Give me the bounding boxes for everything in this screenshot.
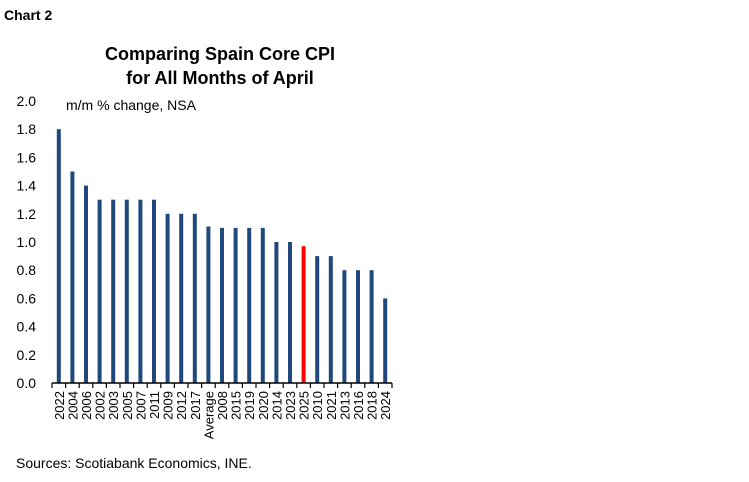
x-tick-label: 2008: [215, 391, 230, 420]
y-axis-label: m/m % change, NSA: [66, 97, 197, 113]
bar-2015: [233, 227, 238, 383]
x-tick-label: 2005: [120, 391, 135, 420]
x-tick-label: Average: [201, 391, 216, 439]
bar-2021: [328, 256, 333, 383]
bar-2022: [56, 129, 61, 383]
bar-2003: [111, 199, 116, 383]
x-tick-label: 2006: [79, 391, 94, 420]
bar-2010: [315, 256, 320, 383]
bar-2023: [288, 242, 292, 383]
x-tick-label: 2014: [269, 391, 284, 420]
chart-number-label: Chart 2: [4, 7, 52, 23]
x-tick-label: 2020: [256, 391, 271, 420]
bar-2008: [220, 227, 224, 383]
y-tick-label: 0.8: [17, 262, 37, 278]
x-tick-label: 2007: [133, 391, 148, 420]
bar-average: [206, 226, 211, 383]
bar-2024: [383, 298, 388, 383]
bar-2004: [70, 171, 75, 383]
bar-2005: [124, 199, 129, 383]
x-tick-label: 2023: [283, 391, 298, 420]
bar-2014: [274, 242, 279, 383]
x-tick-label: 2012: [174, 391, 189, 420]
y-tick-label: 1.2: [17, 206, 37, 222]
chart-title-line-1: Comparing Spain Core CPI: [105, 44, 335, 64]
x-tick-label: 2010: [310, 391, 325, 420]
y-tick-label: 0.4: [17, 319, 37, 335]
x-tick-label: 2011: [147, 391, 162, 419]
bar-2020: [260, 227, 265, 383]
y-tick-label: 0.6: [17, 290, 37, 306]
y-tick-label: 1.6: [17, 149, 37, 165]
y-tick-label: 1.0: [17, 234, 37, 250]
y-tick-label: 0.0: [17, 375, 37, 391]
bar-2012: [179, 213, 184, 383]
x-tick-label: 2018: [365, 391, 380, 420]
y-tick-label: 1.8: [17, 121, 37, 137]
x-tick-label: 2016: [351, 391, 366, 420]
bar-2011: [152, 199, 156, 383]
bar-2019: [247, 227, 252, 383]
x-tick-label: 2017: [188, 391, 203, 420]
x-tick-label: 2025: [297, 391, 312, 420]
bar-2002: [97, 199, 102, 383]
source-note: Sources: Scotiabank Economics, INE.: [16, 455, 252, 471]
bar-2025: [301, 246, 306, 383]
x-tick-label: 2009: [161, 391, 176, 420]
y-tick-label: 1.4: [17, 178, 37, 194]
x-tick-label: 2015: [229, 391, 244, 420]
bar-2016: [356, 270, 360, 383]
bar-2006: [84, 185, 88, 383]
x-tick-label: 2019: [242, 391, 257, 420]
chart-title-line-2: for All Months of April: [126, 68, 314, 88]
y-tick-label: 2.0: [17, 93, 37, 109]
x-tick-label: 2021: [324, 391, 339, 420]
bar-2007: [138, 199, 143, 383]
x-tick-label: 2024: [378, 391, 393, 420]
x-tick-label: 2004: [65, 391, 80, 420]
x-tick-label: 2003: [106, 391, 121, 420]
bar-2013: [342, 270, 347, 383]
x-tick-label: 2002: [93, 391, 108, 420]
bar-2018: [369, 270, 374, 383]
y-tick-label: 0.2: [17, 347, 37, 363]
bar-2017: [192, 213, 197, 383]
bar-2009: [165, 213, 170, 383]
x-tick-label: 2022: [52, 391, 67, 420]
x-tick-label: 2013: [337, 391, 352, 420]
